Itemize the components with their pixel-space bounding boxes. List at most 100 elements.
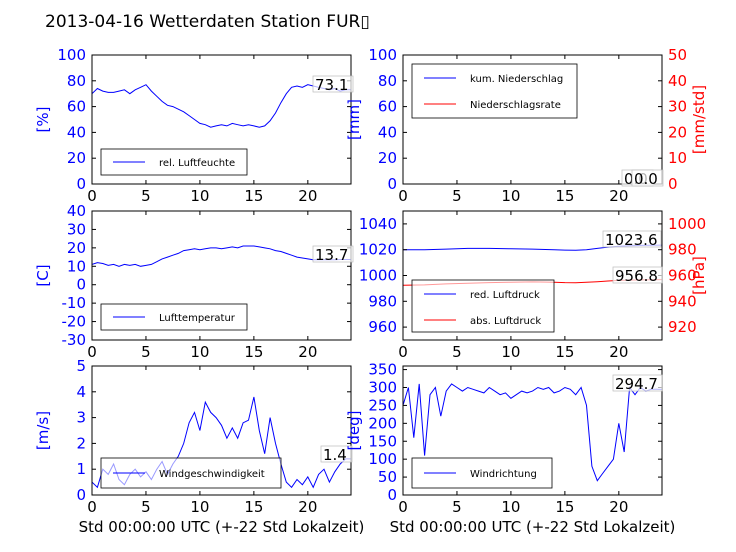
series-line-1 [92,84,351,128]
panel-precipitation: 0 5 10 15 20 0 20 40 60 80 100 0 10 20 30 40 50 [mm] [mm/s… [345,46,708,205]
legend-box [411,279,555,333]
y-tick-label: -20 [62,313,87,331]
y-tick-label: 5 [76,357,86,375]
x-tick-label: 10 [501,498,520,516]
x-tick-label: 5 [452,343,462,361]
x-tick-label: 10 [190,187,209,205]
plot-frame [91,365,352,496]
last-value-label: 0.0 [634,170,658,188]
x-tick-label: 0 [398,498,408,516]
x-tick-label: 20 [298,343,317,361]
y2-tick-label: 0 [668,175,678,193]
series-line-1 [403,383,662,482]
y-tick-label: 20 [67,239,86,257]
legend-label: kum. Niederschlag [470,74,563,85]
y-tick-label: 50 [378,468,397,486]
y-tick-label: 300 [368,379,397,397]
x-tick-label: 10 [501,187,520,205]
y-tick-label: 0 [76,276,86,294]
value-label-box [320,445,353,463]
x-tick-label: 15 [244,343,263,361]
x-tick-label: 5 [141,343,151,361]
x-tick-label: 20 [609,343,628,361]
x-axis-label: Std 00:00:00 UTC (+-22 Std Lokalzeit) [79,518,365,536]
y2-tick-label: 20 [668,123,687,141]
y2-tick-label: 30 [668,98,687,116]
y-tick-label: 40 [67,123,86,141]
x-tick-label: 10 [501,343,520,361]
y-axis-label: [%] [34,107,52,133]
y2-tick-label: 960 [668,267,697,285]
x-tick-label: 0 [87,343,97,361]
plot-frame [402,54,663,185]
y-tick-label: 0 [387,486,397,504]
y2-tick-label: 50 [668,46,687,64]
y-tick-label: 20 [67,149,86,167]
x-tick-label: 20 [298,187,317,205]
y-tick-label: 1 [76,460,86,478]
last-value-label: 1023.6 [605,231,658,249]
legend-label: abs. Luftdruck [470,316,541,327]
y-tick-label: 40 [67,202,86,220]
y2-tick-label: 1000 [668,215,706,233]
y-tick-label: 1000 [359,267,397,285]
y-axis-label: [C] [34,264,52,286]
y2-tick-label: 10 [668,149,687,167]
x-tick-label: 20 [609,187,628,205]
value-label-box [631,169,664,187]
last-value-label: 294.7 [615,375,658,393]
y-tick-label: 0 [76,486,86,504]
y-tick-label: 200 [368,414,397,432]
y2-tick-label: 980 [668,241,697,259]
y-tick-label: 80 [378,72,397,90]
legend-label: Windrichtung [470,469,537,480]
legend-label: Lufttemperatur [159,313,236,324]
y-axis-label: [m/s] [34,411,52,450]
legend-label: Windgeschwindigkeit [159,469,265,480]
value-label-box [312,75,354,93]
y2-tick-label: 920 [668,318,697,336]
plot-frame [91,210,352,341]
y-tick-label: 960 [368,318,397,336]
value-label-box [312,245,354,263]
last-value-label: 956.8 [615,267,658,285]
y-tick-label: 30 [67,220,86,238]
legend-label: Niederschlagsrate [470,100,561,111]
y-tick-label: 20 [378,149,397,167]
y-tick-label: 10 [67,257,86,275]
x-tick-label: 10 [190,343,209,361]
plot-frame [91,54,352,185]
y2-tick-label: 940 [668,292,697,310]
y-tick-label: 0 [76,175,86,193]
x-tick-label: 15 [244,187,263,205]
y-tick-label: -10 [62,294,87,312]
legend-label: red. Luftdruck [470,290,540,301]
x-tick-label: 15 [244,498,263,516]
y-tick-label: 100 [57,46,86,64]
y2-axis-label: [hPa] [690,256,708,295]
y-tick-label: 350 [368,361,397,379]
x-tick-label: 20 [298,498,317,516]
y-tick-label: 100 [368,46,397,64]
y-tick-label: 1040 [359,215,397,233]
last-value-label: 13.7 [315,246,348,264]
x-tick-label: 5 [452,187,462,205]
plot-frame [402,365,663,496]
panel-pressure: 0 5 10 15 20 960 980 1000 1020 1040 920 940 960 980 10… [359,210,708,361]
x-tick-label: 20 [609,498,628,516]
x-tick-label: 5 [452,498,462,516]
x-tick-label: 15 [555,343,574,361]
x-tick-label: 15 [555,498,574,516]
y-tick-label: 1020 [359,241,397,259]
x-tick-label: 0 [87,187,97,205]
legend-box [411,63,578,119]
x-axis-label: Std 00:00:00 UTC (+-22 Std Lokalzeit) [390,518,676,536]
y-tick-label: 150 [368,432,397,450]
y-tick-label: 40 [378,123,397,141]
value-label-box [602,230,662,248]
y-tick-label: 980 [368,292,397,310]
series-line-1 [92,245,351,267]
last-value-label: 73.1 [315,76,348,94]
